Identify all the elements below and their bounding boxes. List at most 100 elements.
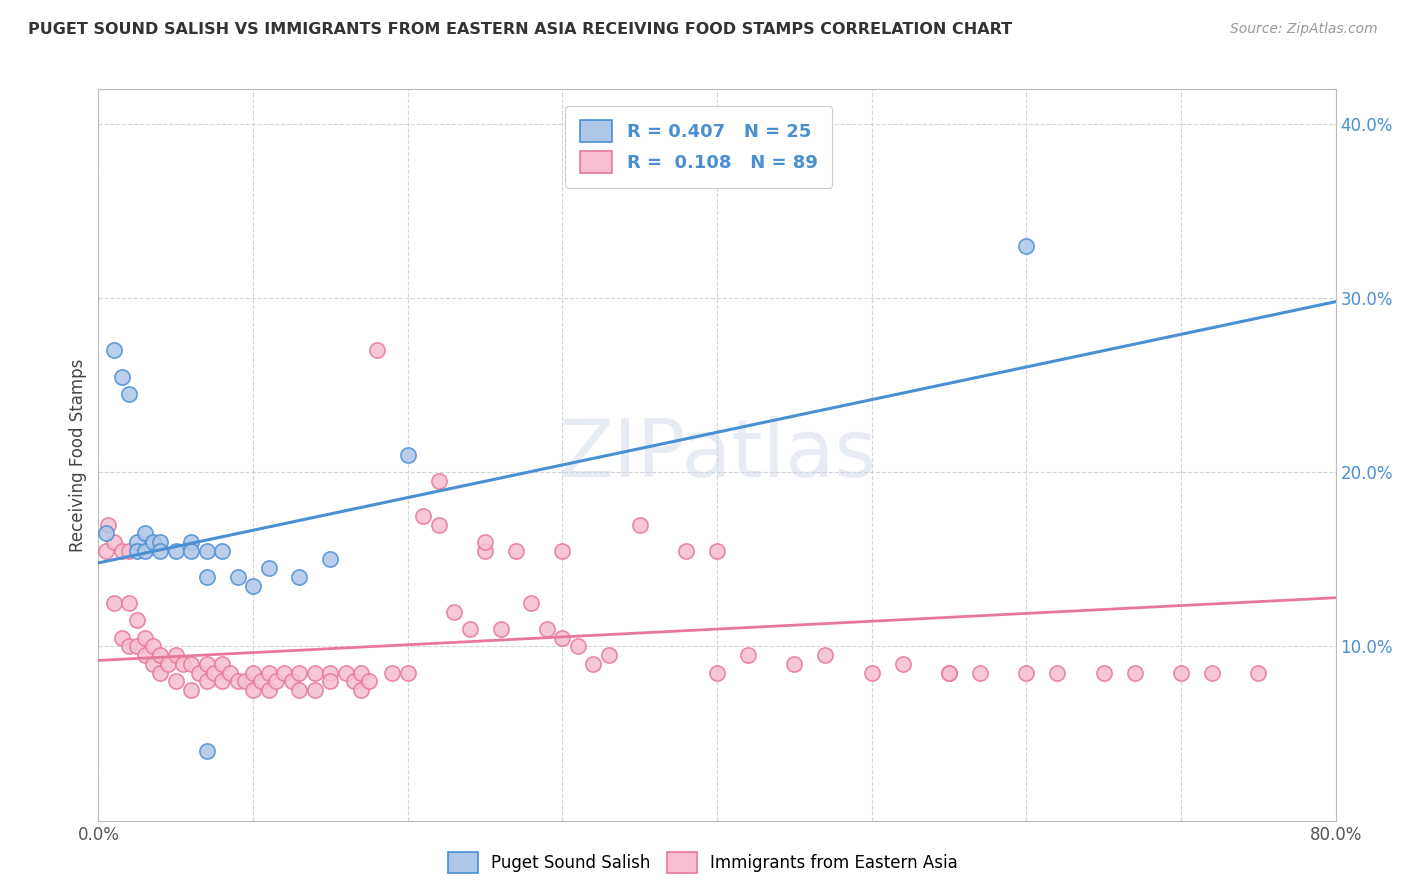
Point xyxy=(204,665,226,680)
Point xyxy=(536,622,558,636)
Point xyxy=(127,543,149,558)
Point xyxy=(141,640,165,654)
Point xyxy=(427,517,450,532)
Point xyxy=(242,683,264,698)
Point xyxy=(134,526,156,541)
Point xyxy=(1046,665,1069,680)
Y-axis label: Receiving Food Stamps: Receiving Food Stamps xyxy=(69,359,87,551)
Point xyxy=(195,744,218,758)
Point xyxy=(211,674,233,689)
Point xyxy=(443,605,465,619)
Point xyxy=(551,543,574,558)
Legend: R = 0.407   N = 25, R =  0.108   N = 89: R = 0.407 N = 25, R = 0.108 N = 89 xyxy=(565,105,832,187)
Point xyxy=(1015,239,1038,253)
Point xyxy=(357,674,380,689)
Point xyxy=(288,570,311,584)
Point xyxy=(103,535,125,549)
Point xyxy=(366,343,388,358)
Point xyxy=(319,674,342,689)
Point xyxy=(149,665,172,680)
Point xyxy=(195,657,218,671)
Point xyxy=(706,665,728,680)
Point xyxy=(891,657,914,671)
Point xyxy=(97,517,120,532)
Point xyxy=(242,665,264,680)
Point xyxy=(938,665,960,680)
Point xyxy=(219,665,242,680)
Point xyxy=(157,657,180,671)
Point xyxy=(180,683,202,698)
Point xyxy=(180,543,202,558)
Point xyxy=(288,665,311,680)
Point xyxy=(350,665,373,680)
Point xyxy=(567,640,589,654)
Point xyxy=(1123,665,1146,680)
Point xyxy=(1015,665,1038,680)
Text: Source: ZipAtlas.com: Source: ZipAtlas.com xyxy=(1230,22,1378,37)
Point xyxy=(1247,665,1270,680)
Point xyxy=(304,665,326,680)
Point xyxy=(257,561,280,575)
Point xyxy=(103,596,125,610)
Point xyxy=(180,535,202,549)
Point xyxy=(127,535,149,549)
Point xyxy=(319,665,342,680)
Point xyxy=(737,648,759,663)
Point xyxy=(96,526,118,541)
Point xyxy=(273,665,295,680)
Point xyxy=(134,543,156,558)
Point xyxy=(165,543,187,558)
Point xyxy=(257,683,280,698)
Point xyxy=(226,674,249,689)
Point xyxy=(257,665,280,680)
Point xyxy=(598,648,620,663)
Point xyxy=(118,387,141,401)
Point xyxy=(396,665,419,680)
Point xyxy=(938,665,960,680)
Point xyxy=(127,613,149,627)
Point xyxy=(134,648,156,663)
Point xyxy=(1170,665,1192,680)
Point xyxy=(103,343,125,358)
Point xyxy=(969,665,991,680)
Point xyxy=(281,674,304,689)
Point xyxy=(396,448,419,462)
Point xyxy=(304,683,326,698)
Point xyxy=(111,543,132,558)
Point xyxy=(551,631,574,645)
Point xyxy=(149,535,172,549)
Point xyxy=(474,543,496,558)
Point xyxy=(226,570,249,584)
Point xyxy=(350,683,373,698)
Point xyxy=(180,657,202,671)
Point xyxy=(127,640,149,654)
Point xyxy=(1201,665,1223,680)
Point xyxy=(195,570,218,584)
Point xyxy=(188,665,211,680)
Point xyxy=(675,543,697,558)
Point xyxy=(118,543,141,558)
Point xyxy=(520,596,543,610)
Point xyxy=(628,517,651,532)
Point xyxy=(264,674,288,689)
Point xyxy=(233,674,257,689)
Point xyxy=(211,543,233,558)
Point xyxy=(343,674,366,689)
Point xyxy=(195,543,218,558)
Text: ZIPatlas: ZIPatlas xyxy=(558,416,876,494)
Point xyxy=(111,631,132,645)
Point xyxy=(172,657,194,671)
Point xyxy=(195,674,218,689)
Point xyxy=(489,622,512,636)
Point xyxy=(412,508,434,523)
Point xyxy=(1092,665,1115,680)
Point xyxy=(149,543,172,558)
Point xyxy=(335,665,357,680)
Legend: Puget Sound Salish, Immigrants from Eastern Asia: Puget Sound Salish, Immigrants from East… xyxy=(441,846,965,880)
Point xyxy=(474,535,496,549)
Point xyxy=(165,674,187,689)
Point xyxy=(427,474,450,488)
Point xyxy=(242,578,264,592)
Point xyxy=(141,535,165,549)
Point xyxy=(381,665,404,680)
